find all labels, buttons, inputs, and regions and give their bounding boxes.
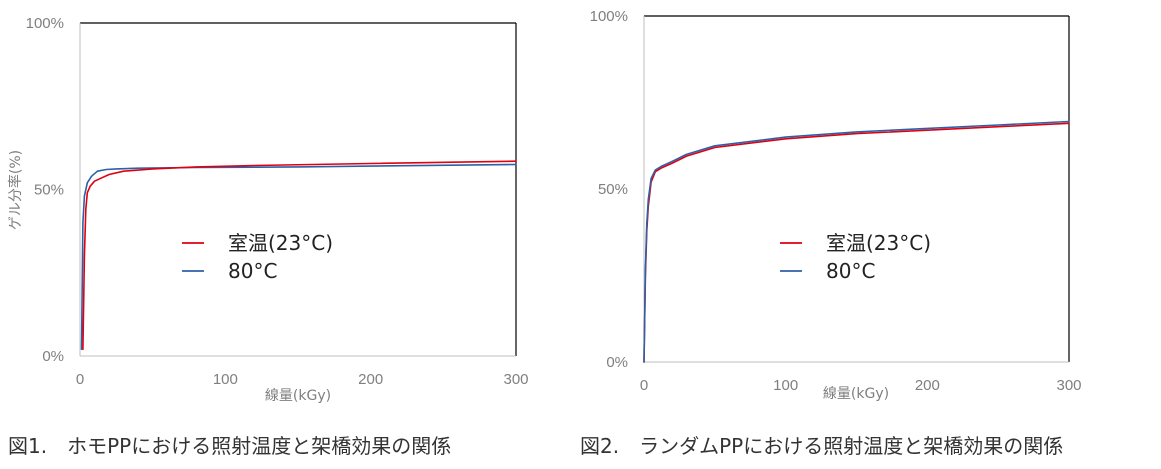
y-tick-label: 0% <box>606 354 628 371</box>
chart-svg: 0% 50% 100% 0 100 200 300 線量(kGy) ゲル分率(%) 室温(23°C… <box>7 15 529 404</box>
x-axis-label: 線量(kGy) <box>823 386 889 402</box>
x-tick-label: 200 <box>915 377 940 394</box>
chart-homo-pp: 0% 50% 100% 0 100 200 300 線量(kGy) ゲル分率(%) 室温(23°C… <box>0 0 580 420</box>
y-tick-label: 100% <box>26 15 64 32</box>
x-tick-label: 200 <box>358 371 383 388</box>
y-tick-label: 50% <box>34 182 64 199</box>
legend-label: 室温(23°C) <box>826 231 931 255</box>
chart-random-pp: 0%50%100%0100200300線量(kGy)ゲル分率(%)室温(23°C… <box>580 0 1161 420</box>
y-tick-label: 100% <box>590 8 628 25</box>
y-tick-label: 0% <box>42 348 64 365</box>
chart-svg: 0%50%100%0100200300線量(kGy)ゲル分率(%)室温(23°C… <box>590 8 1082 402</box>
legend-label: 80°C <box>826 259 875 283</box>
series-line <box>80 163 517 351</box>
figure-caption-2: 図2. ランダムPPにおける照射温度と架橋効果の関係 <box>580 434 1064 458</box>
figure-caption-1: 図1. ホモPPにおける照射温度と架橋効果の関係 <box>8 434 452 458</box>
series-line <box>82 160 517 351</box>
x-tick-label: 100 <box>213 371 238 388</box>
series-line <box>643 120 1070 363</box>
x-tick-label: 100 <box>773 377 798 394</box>
x-tick-label: 0 <box>76 371 84 388</box>
y-tick-label: 50% <box>598 181 628 198</box>
x-tick-label: 0 <box>640 377 648 394</box>
legend-label: 室温(23°C) <box>228 231 333 255</box>
x-tick-label: 300 <box>1056 377 1081 394</box>
x-axis-label: 線量(kGy) <box>265 388 331 404</box>
y-axis-label: ゲル分率(%) <box>7 150 24 230</box>
legend-label: 80°C <box>228 259 277 283</box>
x-tick-label: 300 <box>503 371 528 388</box>
